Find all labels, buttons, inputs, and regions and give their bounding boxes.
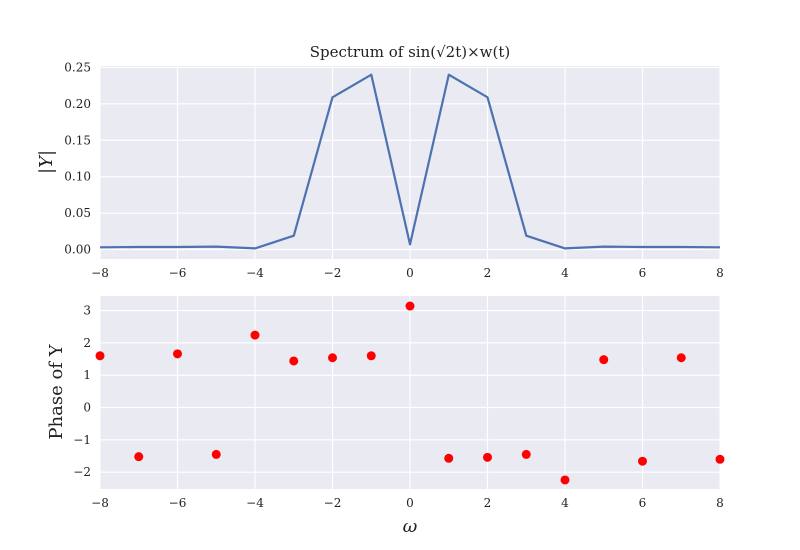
magnitude-y-tick-label: 0.10 bbox=[64, 170, 91, 184]
magnitude-x-tick-label: −8 bbox=[91, 266, 109, 280]
phase-point bbox=[560, 475, 570, 485]
magnitude-y-axis-label: |Y| bbox=[36, 150, 57, 174]
phase-point bbox=[211, 449, 221, 459]
magnitude-chart: −8 −6 −4 −2 0 2 4 6 8 0.00 0.05 0.10 0.15 0.20 0.25 S… bbox=[36, 43, 724, 280]
magnitude-grid bbox=[99, 66, 721, 259]
magnitude-x-tick-label: 2 bbox=[484, 266, 492, 280]
magnitude-series bbox=[99, 73, 721, 250]
phase-grid bbox=[99, 296, 721, 489]
phase-point bbox=[638, 456, 647, 466]
magnitude-y-tick-label: 0.15 bbox=[64, 133, 91, 147]
phase-x-axis-label: ω bbox=[403, 516, 418, 537]
magnitude-x-tick-label: −6 bbox=[169, 266, 187, 280]
magnitude-x-tick-label: 4 bbox=[561, 266, 569, 280]
magnitude-y-tick-label: 0.25 bbox=[64, 60, 91, 74]
magnitude-y-tick-label: 0.00 bbox=[64, 243, 91, 257]
phase-point bbox=[328, 353, 337, 363]
magnitude-x-tick-label: 8 bbox=[716, 266, 724, 280]
phase-x-tick-labels: −8 −6 −4 −2 0 2 4 6 8 bbox=[91, 496, 724, 510]
phase-x-tick-label: 2 bbox=[484, 496, 492, 510]
phase-x-tick-label: −4 bbox=[246, 496, 264, 510]
phase-point bbox=[715, 454, 725, 464]
phase-x-tick-label: 8 bbox=[716, 496, 724, 510]
magnitude-x-tick-label: 6 bbox=[639, 266, 647, 280]
phase-y-tick-label: 1 bbox=[83, 368, 91, 382]
phase-x-tick-label: −2 bbox=[324, 496, 342, 510]
magnitude-x-tick-label: −4 bbox=[246, 266, 264, 280]
phase-y-tick-label: 3 bbox=[83, 304, 91, 318]
phase-x-tick-label: 6 bbox=[639, 496, 647, 510]
phase-y-tick-labels: −2 −1 0 1 2 3 bbox=[73, 304, 91, 480]
magnitude-y-tick-labels: 0.00 0.05 0.10 0.15 0.20 0.25 bbox=[64, 60, 91, 256]
phase-x-tick-label: 0 bbox=[406, 496, 414, 510]
phase-point bbox=[95, 351, 105, 361]
phase-x-tick-label: −8 bbox=[91, 496, 109, 510]
phase-x-tick-label: −6 bbox=[169, 496, 187, 510]
magnitude-y-tick-label: 0.20 bbox=[64, 97, 91, 111]
phase-point bbox=[173, 349, 182, 359]
phase-point bbox=[444, 453, 454, 463]
phase-point bbox=[134, 452, 144, 462]
phase-y-tick-label: −1 bbox=[73, 433, 91, 447]
phase-point bbox=[521, 449, 531, 459]
magnitude-line bbox=[99, 73, 721, 250]
phase-point bbox=[250, 330, 260, 340]
magnitude-y-tick-label: 0.05 bbox=[64, 206, 91, 220]
phase-chart: −8 −6 −4 −2 0 2 4 6 8 −2 −1 0 1 2 3 ω Phase of Y bbox=[46, 296, 725, 537]
phase-point bbox=[483, 452, 492, 462]
phase-y-tick-label: 2 bbox=[83, 336, 91, 350]
magnitude-chart-title: Spectrum of sin(√2t)×w(t) bbox=[310, 43, 511, 61]
magnitude-x-tick-label: −2 bbox=[324, 266, 342, 280]
phase-point bbox=[405, 301, 415, 311]
phase-y-axis-label: Phase of Y bbox=[46, 343, 67, 439]
magnitude-x-tick-labels: −8 −6 −4 −2 0 2 4 6 8 bbox=[91, 266, 724, 280]
phase-point bbox=[289, 356, 299, 366]
phase-x-tick-label: 4 bbox=[561, 496, 569, 510]
phase-point bbox=[599, 355, 609, 365]
phase-y-tick-label: −2 bbox=[73, 465, 91, 479]
phase-point bbox=[676, 353, 686, 363]
phase-point bbox=[366, 351, 376, 361]
phase-y-tick-label: 0 bbox=[83, 401, 91, 415]
magnitude-x-tick-label: 0 bbox=[406, 266, 414, 280]
phase-series bbox=[95, 301, 725, 485]
